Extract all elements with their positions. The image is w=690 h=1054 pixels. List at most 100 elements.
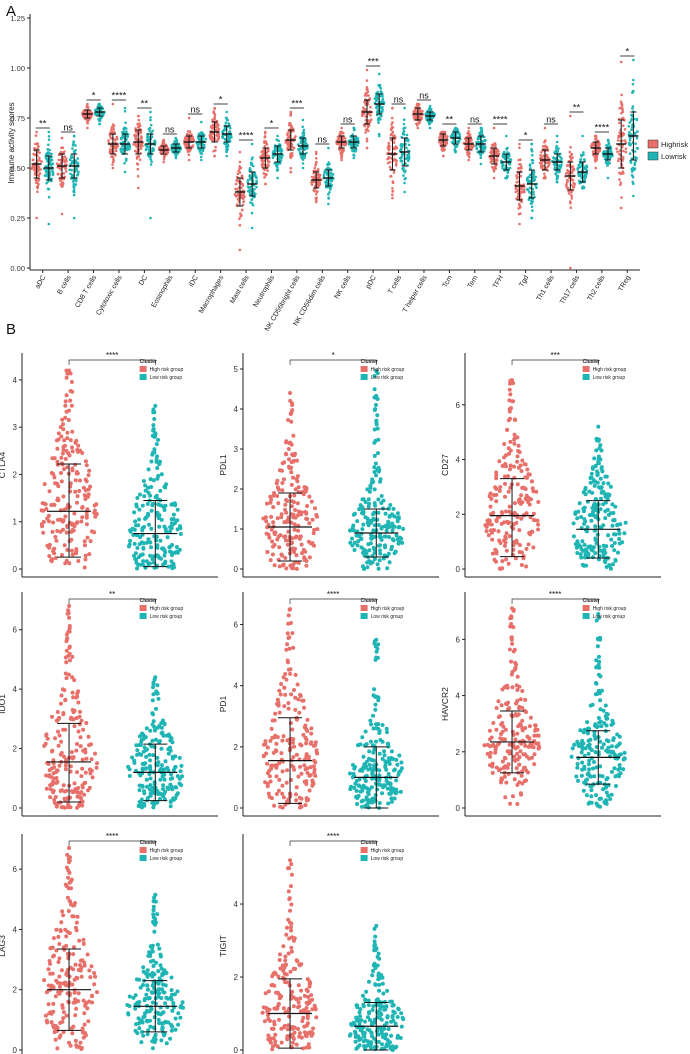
point	[292, 458, 297, 463]
point	[484, 529, 489, 534]
point	[57, 158, 61, 162]
point	[375, 413, 380, 418]
point	[136, 163, 140, 166]
y-tick-label: 4	[13, 376, 18, 385]
point	[373, 461, 378, 466]
point	[72, 182, 76, 186]
point	[503, 494, 507, 499]
point	[337, 138, 340, 142]
point	[371, 512, 375, 517]
point	[235, 179, 238, 182]
point	[367, 94, 370, 97]
point	[251, 156, 254, 159]
point	[374, 420, 379, 425]
highrisk-points	[488, 126, 501, 180]
point	[579, 547, 584, 552]
point	[365, 565, 370, 570]
point	[628, 121, 631, 124]
point	[158, 538, 163, 543]
point	[72, 186, 76, 189]
point	[47, 143, 50, 147]
point	[90, 529, 94, 534]
point	[530, 479, 534, 484]
lowrisk-points	[93, 102, 106, 126]
point	[392, 171, 396, 174]
point	[139, 147, 143, 150]
point	[61, 427, 66, 432]
point	[39, 168, 42, 171]
point	[395, 519, 400, 524]
point	[376, 510, 381, 515]
point	[242, 197, 245, 200]
point	[376, 108, 380, 112]
point	[272, 563, 277, 568]
point	[140, 142, 143, 145]
point	[272, 532, 277, 537]
point	[39, 508, 44, 513]
point	[508, 467, 512, 472]
point	[635, 136, 639, 140]
point	[286, 133, 289, 137]
point-max	[123, 106, 127, 110]
point	[87, 468, 92, 473]
point	[310, 175, 314, 179]
point	[374, 473, 378, 478]
point	[381, 108, 384, 112]
point	[363, 515, 368, 520]
point	[402, 169, 405, 172]
point	[275, 485, 280, 490]
point	[266, 149, 270, 153]
point	[504, 509, 508, 514]
point	[386, 146, 390, 150]
point	[327, 161, 331, 164]
point	[526, 542, 531, 547]
point	[88, 539, 93, 544]
lowrisk-points	[68, 134, 80, 220]
point	[123, 109, 127, 113]
point	[158, 488, 163, 493]
point	[528, 163, 532, 166]
point	[302, 133, 306, 137]
point-max	[86, 102, 89, 106]
point	[519, 563, 524, 567]
point	[51, 171, 55, 175]
point	[213, 115, 216, 119]
point	[101, 114, 104, 118]
point	[531, 159, 535, 162]
point	[164, 482, 169, 487]
point	[284, 452, 289, 457]
point	[294, 477, 299, 482]
point	[82, 565, 87, 570]
y-tick-label: 0.25	[10, 214, 25, 223]
point	[300, 154, 304, 158]
point	[230, 135, 233, 139]
point	[149, 163, 153, 166]
lowrisk-points	[373, 72, 386, 138]
point	[300, 156, 303, 160]
point	[60, 462, 65, 467]
point	[405, 146, 408, 149]
point	[55, 459, 60, 464]
point	[295, 501, 300, 506]
point	[442, 147, 446, 151]
point-min	[314, 200, 318, 204]
point	[403, 177, 407, 181]
point	[555, 174, 559, 177]
point	[536, 500, 541, 504]
point	[236, 192, 240, 196]
y-axis-label: CD27	[440, 454, 450, 476]
point-min	[250, 226, 254, 230]
point	[532, 190, 535, 194]
point-max	[238, 150, 242, 154]
point	[175, 141, 178, 144]
point	[603, 516, 608, 521]
point	[318, 173, 322, 177]
point	[570, 190, 573, 194]
point	[76, 559, 81, 563]
point	[631, 176, 635, 179]
point	[75, 168, 78, 172]
point	[127, 144, 130, 147]
